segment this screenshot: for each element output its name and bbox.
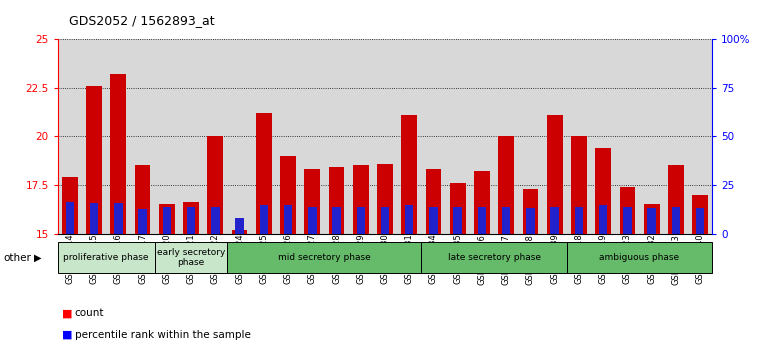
Bar [139,209,147,234]
Bar [159,204,175,234]
Text: proliferative phase: proliferative phase [63,253,149,262]
Text: mid secretory phase: mid secretory phase [278,253,371,262]
Bar [90,204,99,234]
Bar [401,115,417,234]
Text: other: other [4,252,32,263]
Text: late secretory phase: late secretory phase [447,253,541,262]
Text: ▶: ▶ [34,252,42,263]
Bar [380,207,390,234]
Bar [256,113,272,234]
Bar [526,208,534,234]
Bar [696,208,705,234]
Bar [547,115,563,234]
Bar [426,169,441,234]
Bar [551,207,559,234]
Bar [671,207,680,234]
Bar [571,136,587,234]
Bar [523,189,538,234]
Bar [207,136,223,234]
Text: ■: ■ [62,330,72,339]
Bar [595,148,611,234]
Bar [110,74,126,234]
Bar [454,207,462,234]
Text: ambiguous phase: ambiguous phase [600,253,680,262]
Bar [86,86,102,234]
Bar [648,208,656,234]
Bar [280,156,296,234]
Bar [236,218,244,234]
Bar [692,195,708,234]
Bar [308,207,316,234]
Bar [114,204,122,234]
Bar [620,187,635,234]
Bar [232,230,247,234]
Bar [329,167,344,234]
Bar [599,205,608,234]
Bar [62,177,78,234]
Bar [405,205,413,234]
Bar [474,171,490,234]
Bar [135,165,150,234]
Bar [421,242,567,273]
Bar [498,136,514,234]
Bar [377,164,393,234]
Bar [353,165,369,234]
Bar [567,242,712,273]
Bar [162,207,171,234]
Bar [644,204,660,234]
Bar [623,207,631,234]
Bar [211,207,219,234]
Bar [304,169,320,234]
Bar [502,207,511,234]
Bar [155,242,227,273]
Bar [574,207,583,234]
Bar [450,183,466,234]
Bar [668,165,684,234]
Bar [333,207,341,234]
Bar [183,202,199,234]
Text: ■: ■ [62,308,72,318]
Bar [429,207,437,234]
Bar [65,201,74,234]
Bar [227,242,421,273]
Bar [284,205,293,234]
Bar [357,207,365,234]
Text: early secretory
phase: early secretory phase [157,248,226,267]
Text: GDS2052 / 1562893_at: GDS2052 / 1562893_at [69,14,215,27]
Text: count: count [75,308,104,318]
Bar [477,207,486,234]
Text: percentile rank within the sample: percentile rank within the sample [75,330,250,339]
Bar [259,205,268,234]
Bar [187,207,196,234]
Bar [58,242,155,273]
